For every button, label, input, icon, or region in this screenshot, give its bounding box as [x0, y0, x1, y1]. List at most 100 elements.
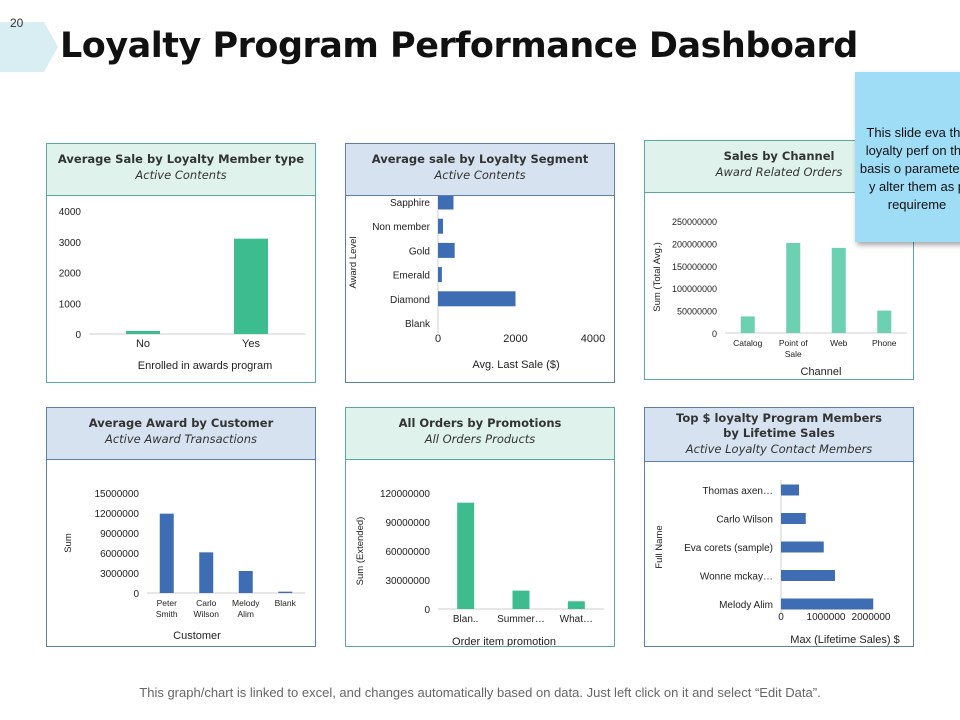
bar	[438, 267, 442, 283]
x-axis-title: Max (Lifetime Sales) $	[790, 634, 899, 646]
y-tick-label: Diamond	[390, 295, 430, 306]
slide-number: 20	[10, 16, 24, 30]
y-tick-label: Carlo Wilson	[716, 515, 773, 526]
bar	[781, 484, 799, 496]
panel-orders-by-promotions[interactable]: All Orders by Promotions All Orders Prod…	[345, 407, 615, 647]
x-axis-title: Channel	[801, 366, 842, 378]
y-tick-label: Melody Alim	[719, 600, 773, 611]
y-axis-title: Full Name	[654, 525, 665, 568]
bar	[438, 196, 454, 210]
y-tick-label: 90000000	[386, 518, 431, 529]
x-tick-label: Summer…	[497, 614, 545, 625]
panel-title: All Orders by Promotions	[398, 416, 562, 430]
panel-subtitle: Active Contents	[135, 168, 227, 182]
y-tick-label: 4000	[59, 207, 82, 218]
panel-title: Top $ loyalty Program Members	[676, 411, 882, 425]
y-tick-label: 250000000	[672, 217, 717, 227]
sticky-note[interactable]: This slide eva the loyalty perf on the b…	[855, 72, 960, 242]
x-tick-label: Point of	[779, 338, 808, 348]
bar	[234, 238, 268, 334]
x-tick-label: 2000	[503, 333, 527, 345]
x-axis-title: Order item promotion	[452, 636, 556, 647]
y-tick-label: Eva corets (sample)	[684, 543, 773, 554]
bar	[126, 330, 160, 334]
x-tick-label: Melody	[232, 598, 260, 608]
x-tick-label: Sale	[785, 349, 802, 359]
y-tick-label: Gold	[409, 246, 430, 257]
page-title: Loyalty Program Performance Dashboard	[60, 26, 858, 66]
panel-header: All Orders by Promotions All Orders Prod…	[346, 408, 614, 460]
y-tick-label: 9000000	[100, 529, 139, 540]
y-tick-label: Wonne mckay…	[700, 572, 773, 583]
panel-avg-award-customer[interactable]: Average Award by Customer Active Award T…	[46, 407, 316, 647]
chart-top-loyalty-members[interactable]: Thomas axen… Carlo Wilson Eva corets (samp…	[645, 462, 914, 647]
y-tick-label: 15000000	[95, 489, 140, 500]
chart-avg-award-customer[interactable]: 0 3000000 6000000 9000000 12000000 15000000 Pe…	[47, 460, 316, 647]
panel-subtitle: Active Loyalty Contact Members	[685, 442, 873, 456]
bar	[238, 571, 253, 593]
bar	[438, 218, 444, 234]
footer-note: This graph/chart is linked to excel, and…	[139, 685, 821, 700]
x-tick-label: Blank	[275, 598, 297, 608]
y-tick-label: 0	[424, 605, 430, 616]
y-tick-label: Blank	[405, 319, 431, 330]
panel-avg-sale-member-type[interactable]: Average Sale by Loyalty Member type Acti…	[46, 143, 316, 383]
y-tick-label: 0	[712, 329, 717, 339]
panel-title-line2: by Lifetime Sales	[723, 426, 835, 440]
y-tick-label: Non member	[372, 222, 430, 233]
x-tick-label: No	[136, 338, 150, 350]
x-axis-title: Avg. Last Sale ($)	[472, 359, 559, 371]
bar	[781, 570, 835, 581]
y-axis-title: Award Level	[348, 236, 359, 288]
bar	[740, 316, 755, 333]
panel-top-loyalty-members[interactable]: Top $ loyalty Program Members by Lifetim…	[644, 407, 914, 647]
x-tick-label: What…	[560, 614, 593, 625]
panel-header: Average Award by Customer Active Award T…	[47, 408, 315, 460]
x-tick-label: 4000	[581, 333, 605, 345]
x-tick-label: Yes	[242, 338, 260, 350]
bar	[438, 291, 516, 307]
bar	[831, 247, 846, 333]
y-tick-label: 3000000	[100, 569, 139, 580]
y-axis-title: Sum (Extended)	[355, 517, 366, 586]
y-axis-title: Sum (Total Avg.)	[652, 242, 663, 312]
y-axis-title: Sum	[63, 533, 74, 553]
y-tick-label: 200000000	[672, 239, 717, 249]
panel-subtitle: Active Award Transactions	[104, 432, 257, 446]
bar	[159, 513, 174, 593]
y-tick-label: 120000000	[380, 489, 430, 500]
x-axis-title: Customer	[173, 630, 221, 642]
y-tick-label: 60000000	[386, 547, 431, 558]
x-tick-label: Carlo	[196, 598, 217, 608]
panel-title: Sales by Channel	[723, 149, 835, 163]
x-tick-label: Phone	[872, 338, 897, 348]
x-tick-label: Catalog	[733, 338, 763, 348]
chart-avg-sale-member-type[interactable]: 0 1000 2000 3000 4000 No Yes Enrolled in awards…	[47, 196, 316, 383]
bar	[781, 513, 806, 524]
panel-title: Average Award by Customer	[88, 416, 274, 430]
y-tick-label: 2000	[59, 269, 82, 280]
panel-subtitle: Active Contents	[434, 168, 526, 182]
y-tick-label: 30000000	[386, 576, 431, 587]
x-tick-label: Wilson	[193, 609, 219, 619]
panel-subtitle: Award Related Orders	[715, 165, 843, 179]
y-tick-label: 50000000	[677, 307, 717, 317]
chart-orders-by-promotions[interactable]: 0 30000000 60000000 90000000 120000000 Blan..…	[346, 460, 615, 647]
bar	[512, 590, 530, 609]
y-tick-label: 150000000	[672, 262, 717, 272]
y-tick-label: 0	[133, 589, 139, 600]
x-tick-label: Smith	[156, 609, 178, 619]
chart-sales-by-channel[interactable]: 0 50000000 100000000 150000000 200000000 2500…	[645, 193, 914, 380]
x-tick-label: 2000000	[852, 612, 891, 623]
y-tick-label: Thomas axen…	[702, 486, 773, 497]
panel-subtitle: All Orders Products	[424, 432, 536, 446]
y-tick-label: 100000000	[672, 284, 717, 294]
panel-avg-sale-segment[interactable]: Average sale by Loyalty Segment Active C…	[345, 143, 615, 383]
chart-avg-sale-segment[interactable]: Sapphire Non member Gold Emerald Diamond Blan…	[346, 196, 615, 383]
x-tick-label: 0	[435, 333, 441, 345]
x-tick-label: Alim	[237, 609, 254, 619]
y-tick-label: Sapphire	[390, 198, 430, 209]
x-tick-label: Peter	[157, 598, 177, 608]
panel-title: Average Sale by Loyalty Member type	[57, 152, 305, 166]
bar	[278, 591, 293, 593]
